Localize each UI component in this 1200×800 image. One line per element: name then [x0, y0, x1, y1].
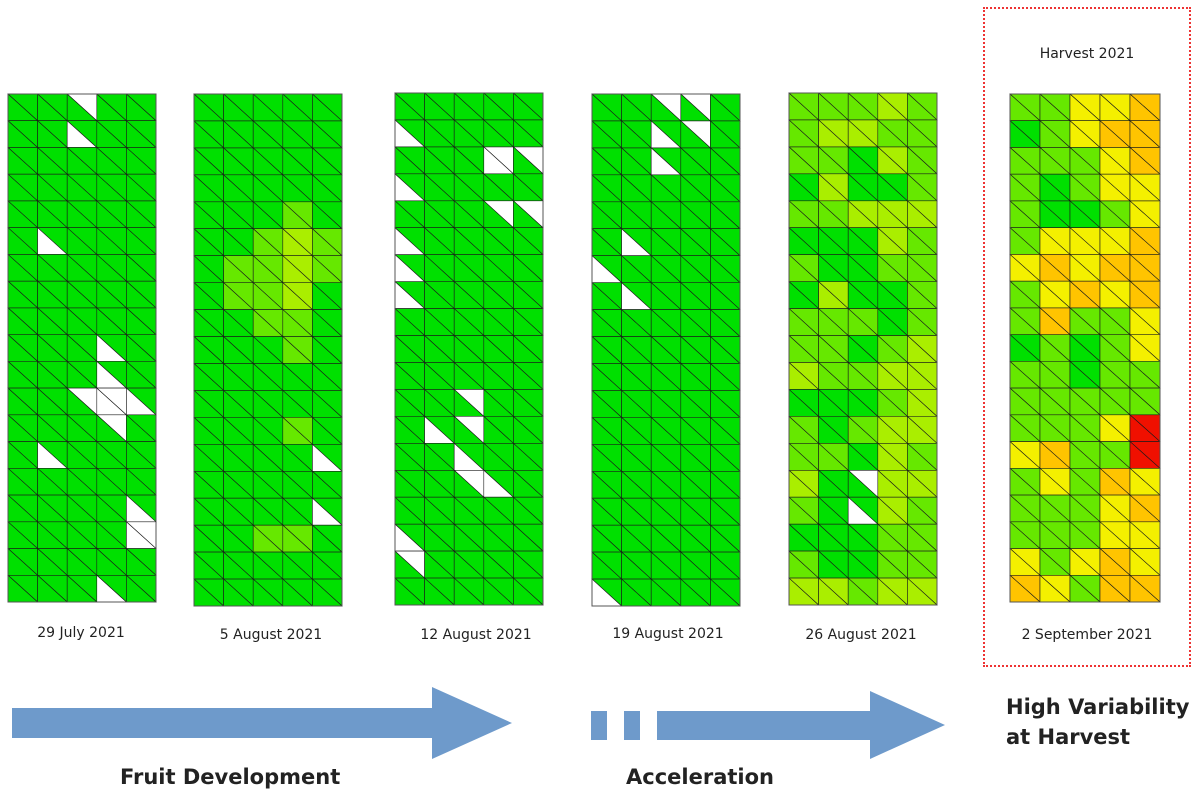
grid-panel-3 — [394, 92, 544, 606]
date-label-panel-6: 2 September 2021 — [1021, 627, 1153, 643]
grid-panel-5 — [788, 92, 938, 606]
date-label-panel-4: 19 August 2021 — [612, 626, 724, 642]
high-variability-label: High Variability at Harvest — [1006, 692, 1189, 752]
grid-panel-border — [1009, 93, 1161, 603]
phase-label-fruit-development: Fruit Development — [120, 765, 341, 789]
high-variability-line-1: High Variability — [1006, 695, 1190, 719]
date-label-panel-2: 5 August 2021 — [219, 627, 323, 643]
high-variability-line-2: at Harvest — [1006, 725, 1131, 749]
date-label-panel-1: 29 July 2021 — [37, 625, 125, 641]
grid-panel-border — [7, 93, 157, 603]
dash-block-2 — [624, 711, 640, 740]
date-label-panel-5: 26 August 2021 — [805, 627, 917, 643]
grid-panel-border — [788, 92, 938, 606]
grid-panel-6 — [1009, 93, 1161, 603]
grid-panel-2 — [193, 93, 343, 607]
harvest-highlight-box — [983, 7, 1191, 667]
dash-block-1 — [591, 711, 607, 740]
grid-panel-4 — [591, 93, 741, 607]
fruit-development-arrow — [12, 687, 512, 759]
grid-panel-border — [591, 93, 741, 607]
grid-panel-border — [193, 93, 343, 607]
harvest-title: Harvest 2021 — [1039, 46, 1135, 62]
acceleration-arrow — [657, 691, 945, 759]
date-label-panel-3: 12 August 2021 — [420, 627, 532, 643]
grid-panel-border — [394, 92, 544, 606]
grid-panel-1 — [7, 93, 157, 603]
phase-label-acceleration: Acceleration — [626, 765, 774, 789]
